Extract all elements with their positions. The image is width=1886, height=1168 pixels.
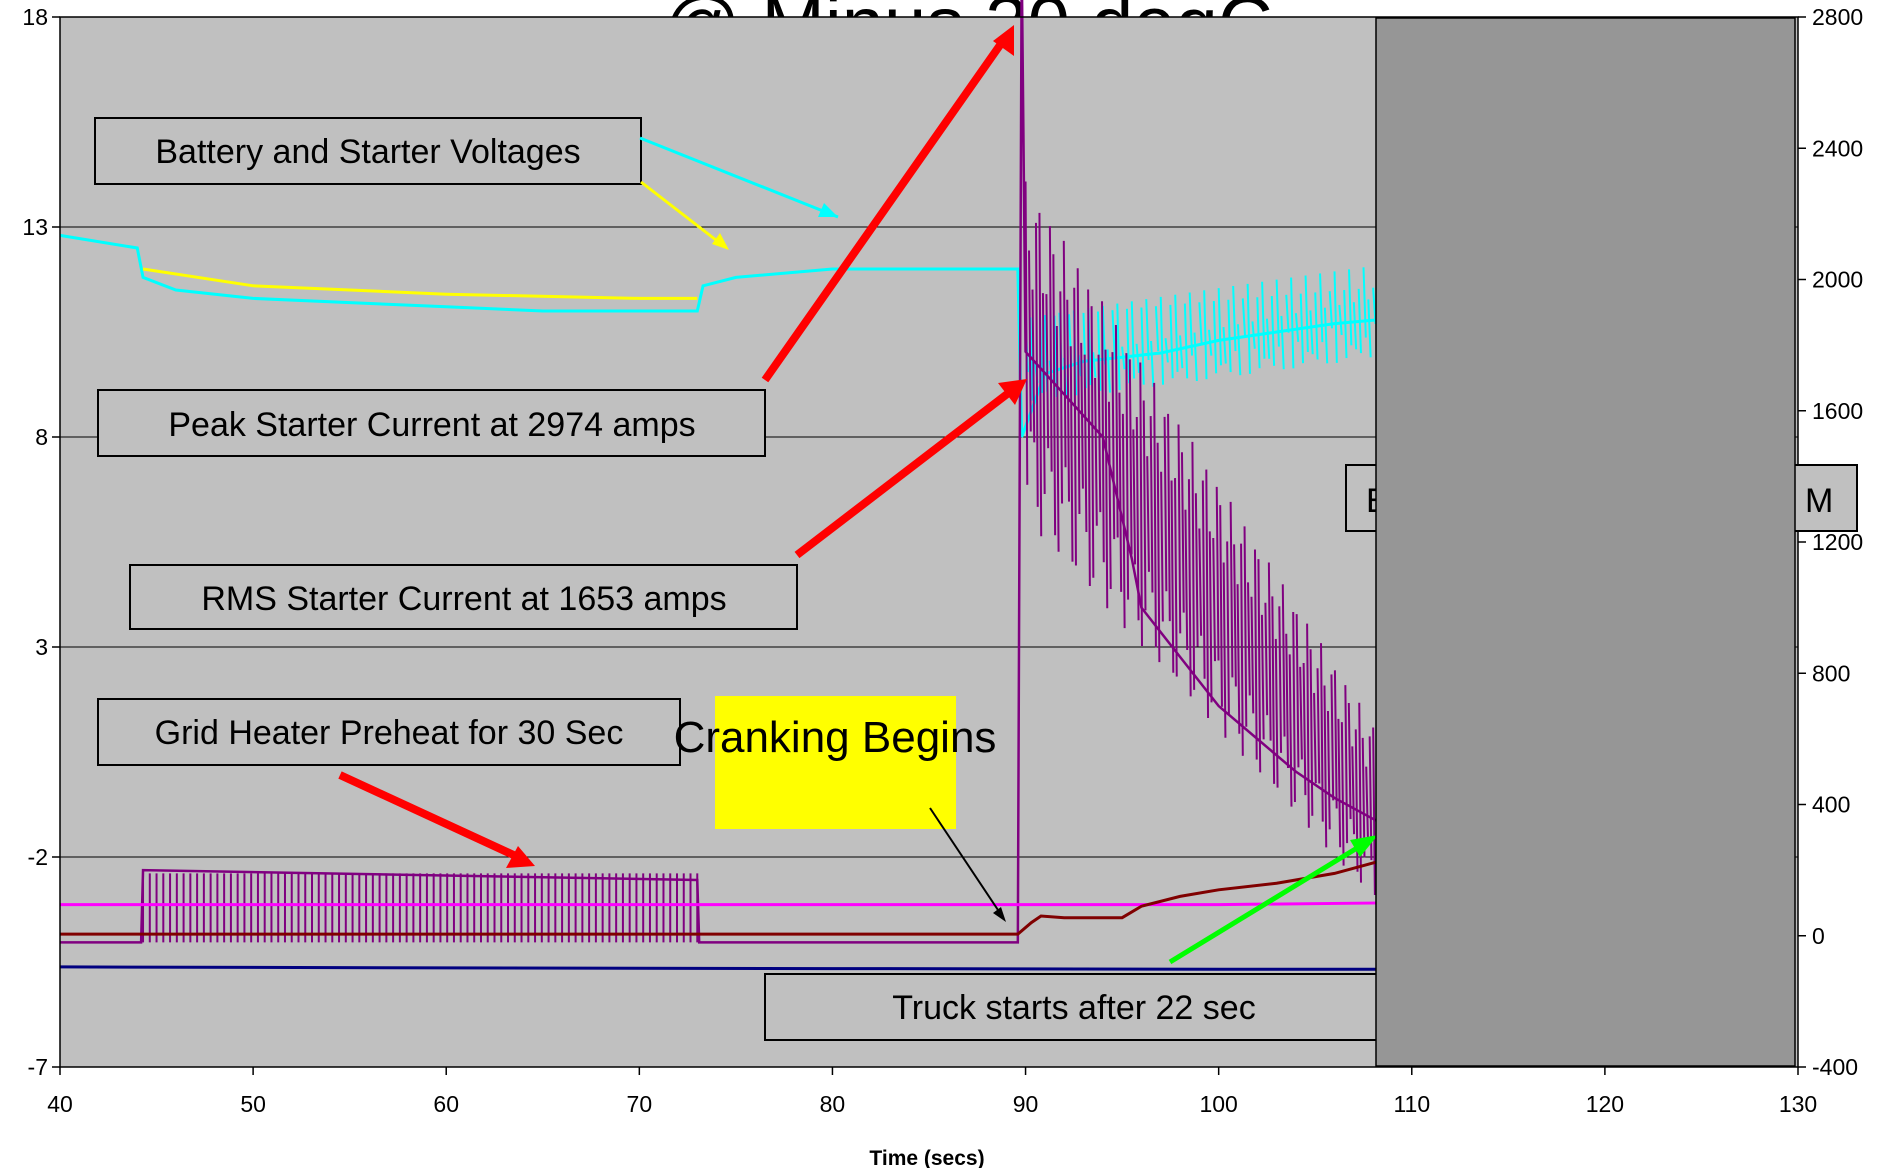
y-right-tick-label: 1600 [1812,398,1863,424]
series-group [59,0,1384,971]
y-right-tick-label: 2000 [1812,267,1863,293]
x-tick-label: 80 [820,1091,846,1117]
y-left-tick-label: -7 [28,1054,48,1080]
svg-text:Battery and Starter Voltages: Battery and Starter Voltages [155,133,580,171]
y-right-tick-label: -400 [1812,1054,1858,1080]
series-line-3 [60,901,1383,907]
x-tick-label: 40 [47,1091,73,1117]
svg-text:Cranking Begins: Cranking Begins [674,713,997,762]
series-line-1 [142,267,698,300]
x-tick-label: 100 [1199,1091,1237,1117]
annotation-cranking-begins: Cranking Begins [674,696,997,829]
x-tick-label: 60 [433,1091,459,1117]
x-tick-label: 130 [1779,1091,1817,1117]
x-axis-label: Time (secs) [869,1147,984,1168]
y-right-tick-label: 400 [1812,792,1850,818]
y-right-tick-label: 0 [1812,923,1825,949]
svg-text:Grid Heater Preheat for 30 Sec: Grid Heater Preheat for 30 Sec [155,714,624,752]
annotation-truck-starts: Truck starts after 22 sec [764,973,1384,1041]
series-line-5 [59,965,1383,971]
preheat-pulses [142,873,699,943]
annotation-peak-current: Peak Starter Current at 2974 amps [97,389,766,457]
x-tick-label: 90 [1013,1091,1039,1117]
arrow-group [338,25,1378,965]
axes: -7 -2 3 8 13 18 -400 0 400 800 1200 1600 2000 2400 280… [22,4,1863,1117]
annotation-grid-heater: Grid Heater Preheat for 30 Sec [97,698,681,766]
y-left-tick-label: 18 [22,4,48,30]
overlay-box [1375,17,1796,1067]
series-line-0 [59,233,1383,438]
cranking-oscillation [1024,181,1383,899]
y-right-tick-label: 800 [1812,660,1850,686]
annotation-rms-current: RMS Starter Current at 1653 amps [129,564,798,630]
x-tick-label: 120 [1586,1091,1624,1117]
y-right-tick-label: 2800 [1812,4,1863,30]
y-left-tick-label: 3 [35,634,48,660]
svg-text:Peak Starter Current at 2974 a: Peak Starter Current at 2974 amps [168,406,695,444]
svg-text:M: M [1805,482,1833,520]
annotation-battery-voltages: Battery and Starter Voltages [94,117,642,185]
svg-text:Truck starts after 22 sec: Truck starts after 22 sec [892,989,1255,1027]
series-line-4 [60,858,1384,936]
x-tick-label: 50 [240,1091,266,1117]
svg-text:RMS Starter Current at 1653 am: RMS Starter Current at 1653 amps [201,580,726,618]
y-left-tick-label: 8 [35,424,48,450]
series-line-2 [60,0,1384,944]
y-right-tick-label: 1200 [1812,529,1863,555]
y-right-tick-label: 2400 [1812,135,1863,161]
y-left-tick-label: -2 [28,844,48,870]
y-left-tick-label: 13 [22,214,48,240]
x-tick-label: 70 [627,1091,653,1117]
x-tick-label: 110 [1393,1091,1430,1117]
